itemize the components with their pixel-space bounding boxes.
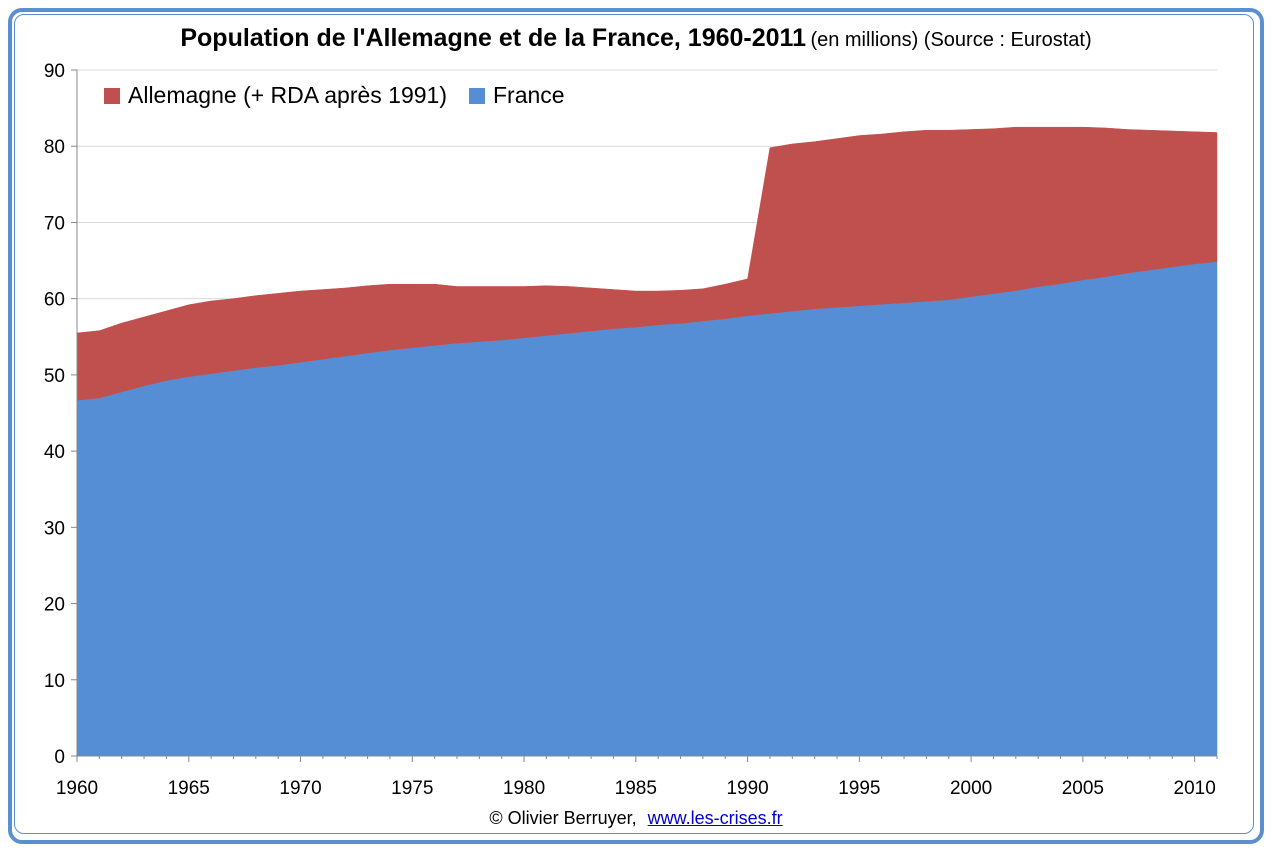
legend-swatch-france — [468, 87, 485, 104]
legend-swatch-germany — [104, 87, 120, 104]
areas — [76, 126, 1218, 757]
legend-label-france: France — [492, 82, 565, 108]
y-tick-label-50: 50 — [44, 366, 65, 387]
x-tick-label-1965: 1965 — [168, 778, 210, 799]
legend-item-france: France — [468, 82, 565, 109]
credit-footer: © Olivier Berruyer, www.les-crises.fr — [0, 808, 1272, 829]
copyright-text: © Olivier Berruyer, — [489, 808, 637, 828]
y-tick-label-40: 40 — [44, 442, 65, 463]
website-link[interactable]: www.les-crises.fr — [647, 808, 783, 828]
y-tick-label-70: 70 — [44, 213, 65, 234]
axes: 0 10 20 30 40 50 60 70 80 90 1960 1965 1970 1975 1980 1… — [44, 61, 1218, 799]
y-tick-label-30: 30 — [44, 518, 65, 539]
x-tick-label-1975: 1975 — [391, 778, 433, 799]
inner-frame — [14, 14, 1254, 834]
chart-title: Population de l'Allemagne et de la Franc… — [0, 24, 1272, 53]
x-tick-label-2005: 2005 — [1062, 778, 1104, 799]
x-tick-label-1970: 1970 — [279, 778, 321, 799]
y-tick-label-10: 10 — [44, 671, 65, 692]
x-tick-label-1990: 1990 — [726, 778, 768, 799]
legend-label-germany: Allemagne (+ RDA après 1991) — [128, 82, 447, 108]
y-tick-label-80: 80 — [44, 137, 65, 158]
chart-title-sub: (en millions) (Source : Eurostat) — [810, 29, 1092, 51]
legend-item-germany: Allemagne (+ RDA après 1991) — [104, 82, 447, 109]
x-tick-label-2010: 2010 — [1174, 778, 1216, 799]
x-tick-label-1980: 1980 — [503, 778, 545, 799]
x-tick-label-1960: 1960 — [56, 778, 98, 799]
x-tick-label-1995: 1995 — [838, 778, 880, 799]
x-tick-label-1985: 1985 — [615, 778, 657, 799]
legend: Allemagne (+ RDA après 1991) France — [104, 82, 565, 109]
chart-title-main: Population de l'Allemagne et de la Franc… — [180, 24, 806, 52]
x-tick-label-2000: 2000 — [950, 778, 992, 799]
y-tick-label-90: 90 — [44, 61, 65, 82]
y-tick-label-0: 0 — [54, 747, 65, 768]
y-tick-label-20: 20 — [44, 595, 65, 616]
y-tick-label-60: 60 — [44, 290, 65, 311]
